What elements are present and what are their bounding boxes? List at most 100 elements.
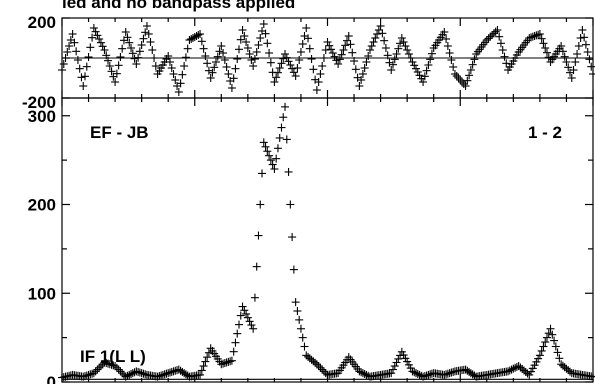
phase-point-interp <box>530 32 539 40</box>
amplitude-point-interp <box>470 371 479 380</box>
phase-point-interp <box>141 28 150 37</box>
amplitude-point-interp <box>392 358 401 367</box>
phase-point-interp <box>63 48 72 56</box>
phase-point-interp <box>148 46 157 54</box>
amplitude-point-interp <box>86 370 95 379</box>
amplitude-point-interp <box>231 338 240 347</box>
phase-point <box>376 22 385 30</box>
amplitude-point <box>546 324 555 333</box>
amplitude-point-interp <box>537 346 546 355</box>
phase-point-interp <box>93 31 102 40</box>
amplitude-point-interp <box>219 359 228 368</box>
phase-point-interp <box>169 70 178 78</box>
phase-point-interp <box>256 34 265 42</box>
phase-point-interp <box>447 56 456 64</box>
phase-point-interp <box>573 50 582 58</box>
phase-point-interp <box>307 55 316 63</box>
phase-data-marks <box>58 20 595 96</box>
phase-point <box>132 60 141 68</box>
phase-point-interp <box>197 37 206 46</box>
amplitude-point <box>281 102 290 111</box>
amplitude-point-interp <box>128 369 137 378</box>
phase-point-interp <box>486 32 495 41</box>
amplitude-point <box>132 367 141 376</box>
amplitude-point-interp <box>426 370 435 379</box>
phase-point-interp <box>261 29 270 38</box>
phase-point-interp <box>342 36 351 45</box>
phase-point-interp <box>59 60 68 68</box>
phase-point-interp <box>458 78 467 86</box>
amplitude-panel: 300 200 100 0 EF - JB 1 - 2 IF 1(L L) <box>28 97 595 384</box>
amplitude-point-interp <box>204 348 213 357</box>
phase-point-interp <box>404 50 413 58</box>
phase-point-interp <box>95 35 104 43</box>
amplitude-point-interp <box>265 151 274 160</box>
amplitude-point <box>408 367 417 376</box>
phase-point-interp <box>304 34 313 43</box>
phase-point-interp <box>374 26 383 34</box>
phase-point <box>100 46 109 54</box>
phase-point <box>323 38 332 46</box>
phase-point-interp <box>449 63 458 71</box>
chart-title: ied and no bandpass applied <box>62 0 295 12</box>
amplitude-point-interp <box>167 367 176 376</box>
phase-point <box>217 42 226 50</box>
phase-point-interp <box>576 34 585 42</box>
phase-point-interp <box>199 44 208 53</box>
amplitude-point-interp <box>229 347 238 356</box>
phase-point-interp <box>201 52 210 60</box>
amplitude-point-interp <box>420 372 429 381</box>
amplitude-point-interp <box>263 147 272 156</box>
phase-point-interp <box>135 47 144 56</box>
amplitude-point-interp <box>226 357 235 366</box>
phase-point-interp <box>187 35 196 43</box>
amplitude-point <box>259 138 268 147</box>
amplitude-point-interp <box>93 365 102 374</box>
phase-point-interp <box>500 52 509 61</box>
amplitude-point-interp <box>404 360 413 369</box>
phase-point-interp <box>328 49 337 57</box>
phase-point-interp <box>127 44 136 52</box>
phase-point-interp <box>144 30 153 38</box>
amplitude-point <box>440 370 449 379</box>
phase-point-interp <box>215 47 224 56</box>
phase-point <box>440 28 449 36</box>
phase-point-interp <box>325 41 334 50</box>
phase-point-interp <box>104 56 113 65</box>
phase-point-interp <box>426 55 435 64</box>
amplitude-point-interp <box>199 362 208 371</box>
phase-point-interp <box>498 46 507 54</box>
phase-point-interp <box>118 44 127 53</box>
phase-point-interp <box>445 49 454 57</box>
phase-point-interp <box>459 80 468 88</box>
amplitude-point-interp <box>523 369 532 378</box>
phase-point-interp <box>96 38 105 47</box>
phase-point-interp <box>123 33 132 42</box>
amplitude-point-interp <box>449 367 458 376</box>
amplitude-y-tick-label: 100 <box>28 284 56 303</box>
amplitude-point-interp <box>107 360 116 369</box>
amplitude-point-interp <box>245 317 254 326</box>
phase-point-interp <box>581 40 590 49</box>
phase-point-interp <box>210 63 219 72</box>
amplitude-point-interp <box>360 370 369 379</box>
amplitude-point-interp <box>236 311 245 320</box>
phase-point-interp <box>339 46 348 54</box>
amplitude-point-interp <box>316 363 325 372</box>
phase-point-interp <box>298 40 307 48</box>
phase-point-interp <box>171 76 180 84</box>
phase-point-interp <box>585 55 594 64</box>
amplitude-point <box>270 165 279 173</box>
phase-point-interp <box>213 52 222 61</box>
phase-point-interp <box>139 34 148 43</box>
phase-point-interp <box>466 66 475 74</box>
phase-point <box>334 60 343 68</box>
phase-point-interp <box>403 46 412 54</box>
phase-point-interp <box>295 56 304 64</box>
amplitude-point-interp <box>91 367 100 376</box>
amplitude-point-interp <box>272 154 281 163</box>
phase-point <box>482 36 491 44</box>
phase-point-interp <box>470 55 479 64</box>
phase-point-interp <box>91 27 100 36</box>
phase-point-interp <box>412 64 420 73</box>
